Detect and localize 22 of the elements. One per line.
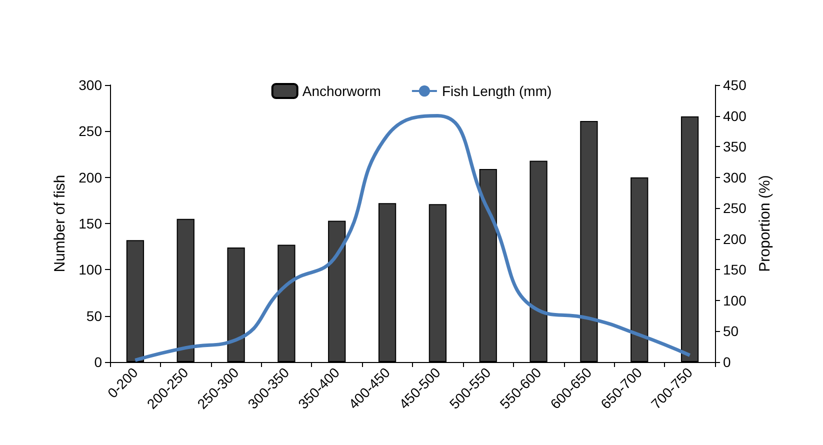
y2-tick-label: 450 xyxy=(723,77,747,93)
y-axis-title: Number of fish xyxy=(52,174,69,272)
y2-tick-label: 200 xyxy=(723,230,747,247)
y-tick-label: 50 xyxy=(86,308,102,324)
y2-tick-label: 300 xyxy=(723,169,747,186)
line-series xyxy=(133,114,692,362)
y2-tick-label: 250 xyxy=(723,200,747,216)
y-tick-label: 100 xyxy=(78,262,102,278)
y2-axis-title: Proportion (%) xyxy=(756,175,774,272)
y2-tick-label: 50 xyxy=(723,323,739,340)
y2-tick-label: 400 xyxy=(723,108,747,124)
legend-label: Anchorworm xyxy=(302,83,381,99)
y-tick-label: 250 xyxy=(78,123,102,140)
y-tick-label: 150 xyxy=(78,216,102,232)
y2-tick-label: 350 xyxy=(723,138,747,155)
y-tick-label: 300 xyxy=(78,77,102,93)
y2-tick-label: 100 xyxy=(723,292,747,308)
y-tick-label: 200 xyxy=(78,169,102,186)
y-tick-label: 0 xyxy=(94,354,102,370)
y2-tick-label: 150 xyxy=(723,262,747,278)
y2-tick-label: 0 xyxy=(723,354,731,370)
legend-label: Fish Length (mm) xyxy=(442,83,552,99)
